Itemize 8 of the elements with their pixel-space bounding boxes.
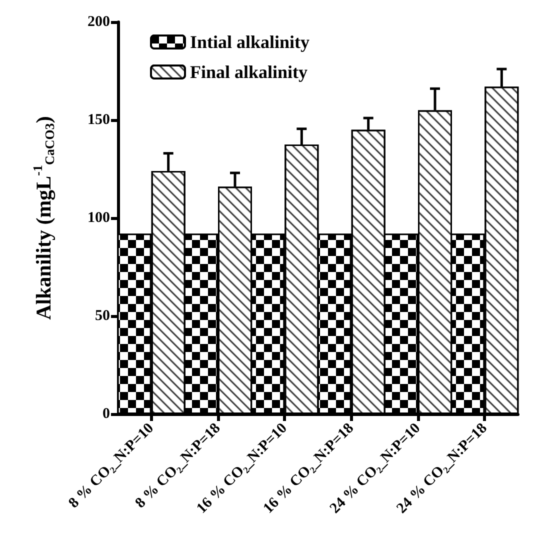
- y-tick-label: 50: [95, 308, 110, 324]
- y-tick-label: 0: [102, 406, 110, 422]
- legend-label: Final alkalinity: [190, 62, 308, 82]
- legend-label: Intial alkalinity: [190, 32, 310, 52]
- y-tick-label: 150: [88, 112, 110, 128]
- y-axis-title: Alkanility (mgL-1CaCO3): [30, 116, 57, 320]
- y-tick-label: 100: [88, 210, 110, 226]
- y-tick-label: 200: [88, 14, 110, 30]
